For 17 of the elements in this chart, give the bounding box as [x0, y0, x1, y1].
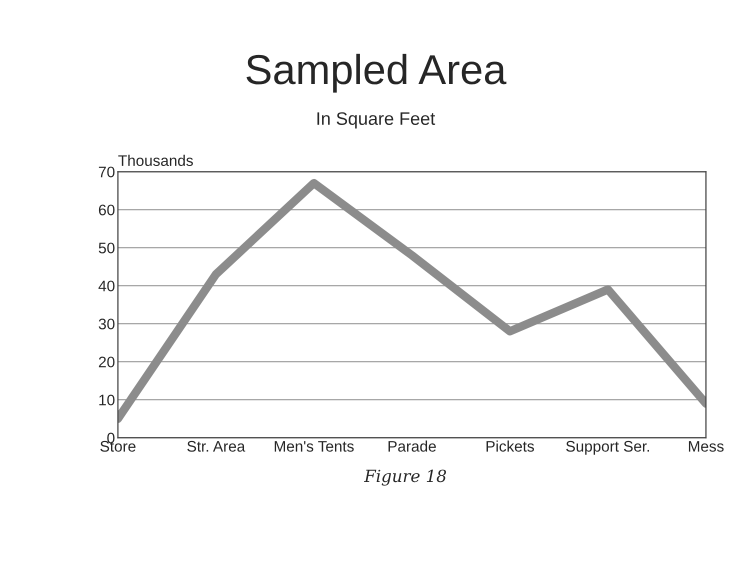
y-tick-label: 30 — [98, 318, 115, 330]
y-tick-label: 40 — [98, 280, 115, 292]
y-tick-label: 50 — [98, 242, 115, 254]
y-tick-label: 70 — [98, 166, 115, 178]
chart-subtitle: In Square Feet — [317, 112, 436, 129]
y-axis-title: Thousands — [118, 154, 193, 166]
x-tick-label: Men's Tents — [274, 441, 354, 452]
x-tick-label: Support Ser. — [566, 440, 650, 455]
x-tick-label: Parade — [388, 440, 436, 452]
y-tick-label: 10 — [99, 394, 115, 406]
x-tick-label: Mess — [688, 441, 724, 452]
chart-title: Sampled Area — [246, 54, 506, 93]
x-tick-label: Pickets — [486, 440, 534, 452]
caption: Figure 18 — [364, 470, 446, 486]
x-tick-label: Str. Area — [187, 440, 246, 452]
y-tick-label: 20 — [98, 356, 115, 368]
y-tick-label: 60 — [98, 204, 115, 216]
